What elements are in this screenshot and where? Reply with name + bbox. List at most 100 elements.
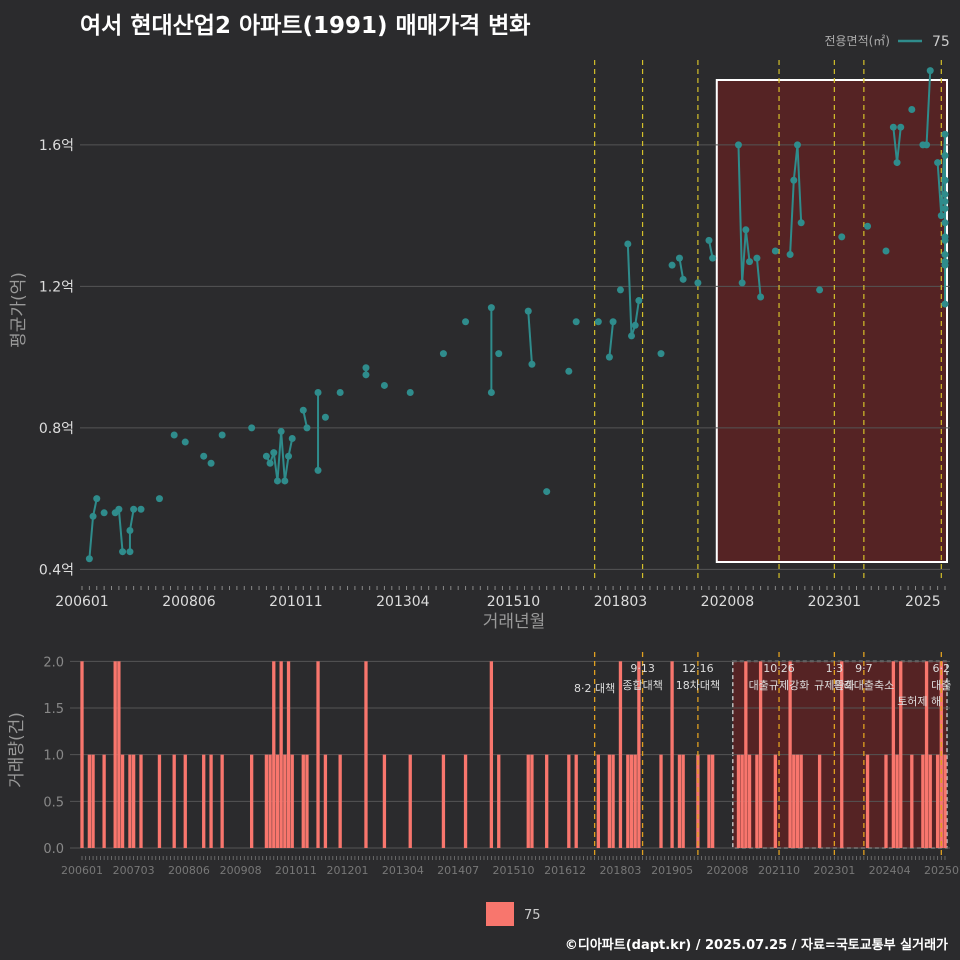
data-point (679, 275, 687, 283)
series-segment (626, 243, 633, 336)
data-point (277, 427, 285, 435)
data-point (266, 459, 274, 467)
y-tick-label: 0.8억 (39, 421, 74, 437)
bottom-legend-label: 75 (524, 908, 541, 923)
bottom-x-tick-label: 202404 (869, 864, 911, 877)
policy-annotation: 대출 (931, 679, 951, 692)
series-segment (737, 144, 744, 283)
bottom-x-tick-label: 201011 (275, 864, 317, 877)
data-point (926, 67, 934, 75)
volume-bar (157, 754, 162, 848)
volume-bar (707, 754, 711, 848)
data-point (882, 247, 890, 255)
data-point (487, 304, 495, 312)
data-point (937, 212, 945, 220)
data-point (572, 318, 580, 326)
data-point (616, 286, 624, 294)
bottom-x-tick-label: 201407 (437, 864, 479, 877)
volume-bar (935, 754, 940, 848)
bottom-y-tick-label: 1.0 (43, 749, 64, 764)
bottom-x-tick-label: 201612 (544, 864, 586, 877)
series-segment (527, 311, 533, 365)
data-point (742, 226, 750, 234)
data-point (126, 526, 134, 534)
legend-bar-swatch (486, 902, 514, 926)
volume-bar (696, 754, 700, 848)
volume-bar (910, 754, 914, 848)
data-point (281, 477, 289, 485)
data-point (941, 176, 949, 184)
volume-bar (670, 661, 674, 848)
volume-bar (87, 754, 92, 848)
data-point (838, 233, 846, 241)
volume-bar (279, 661, 283, 848)
data-point (181, 438, 189, 446)
volume-bar (596, 754, 600, 848)
data-point (303, 424, 311, 432)
volume-bar (773, 754, 778, 848)
volume-bar (681, 754, 685, 848)
volume-bar (795, 754, 800, 848)
volume-bar (91, 754, 95, 848)
volume-bar (924, 661, 929, 848)
volume-bar (526, 754, 530, 848)
volume-bar (607, 754, 612, 848)
series-segment (128, 509, 135, 531)
policy-annotation: 9·7 (855, 662, 873, 675)
data-point (941, 190, 949, 198)
highlight-border (715, 79, 948, 563)
bottom-x-tick-label: 202110 (758, 864, 800, 877)
bottom-y-tick-label: 0.0 (43, 842, 64, 857)
volume-bar (792, 754, 796, 848)
data-point (362, 371, 370, 379)
volume-bar (301, 754, 305, 848)
chart-title: 여서 현대산업2 아파트(1991) 매매가격 변화 (80, 13, 531, 39)
policy-annotation: 규제완화 (814, 679, 854, 692)
data-point (657, 350, 665, 358)
series-segment (796, 144, 803, 223)
volume-bar (290, 754, 294, 848)
data-point (524, 307, 532, 315)
series-segment (741, 229, 747, 283)
volume-bar (758, 661, 763, 848)
data-point (487, 389, 495, 397)
volume-bar (102, 754, 106, 848)
x-tick-label: 200601 (55, 594, 108, 610)
data-point (565, 367, 573, 375)
bottom-y-tick-label: 2.0 (43, 655, 64, 670)
bottom-x-tick-label: 202507 (924, 864, 960, 877)
policy-annotation: 12·16 (682, 662, 714, 675)
volume-bar (441, 754, 446, 848)
volume-bar (891, 661, 896, 848)
data-point (864, 222, 872, 230)
data-point (285, 452, 293, 460)
bottom-x-tick-label: 200703 (113, 864, 155, 877)
volume-bar (659, 754, 663, 848)
series-segment (896, 127, 902, 163)
volume-bar (736, 754, 741, 848)
data-point (439, 350, 447, 358)
volume-bar (943, 754, 947, 848)
volume-bar (364, 661, 368, 848)
volume-bar (80, 661, 84, 848)
bottom-x-tick-label: 201803 (599, 864, 641, 877)
volume-bar (382, 754, 387, 848)
volume-bar (799, 754, 803, 848)
volume-bar (755, 754, 759, 848)
x-tick-label: 2025 (905, 594, 941, 610)
data-point (889, 123, 897, 131)
volume-bar (545, 754, 549, 848)
data-point (941, 219, 949, 227)
policy-annotation: 1·3 (826, 662, 844, 675)
volume-bar (618, 661, 623, 848)
volume-bar (139, 754, 143, 848)
series-segment (925, 70, 932, 145)
series-segment (117, 509, 124, 552)
x-tick-label: 201803 (594, 594, 647, 610)
volume-bar (117, 661, 121, 848)
data-point (462, 318, 470, 326)
data-point (793, 141, 801, 149)
bottom-x-tick-label: 200806 (168, 864, 210, 877)
